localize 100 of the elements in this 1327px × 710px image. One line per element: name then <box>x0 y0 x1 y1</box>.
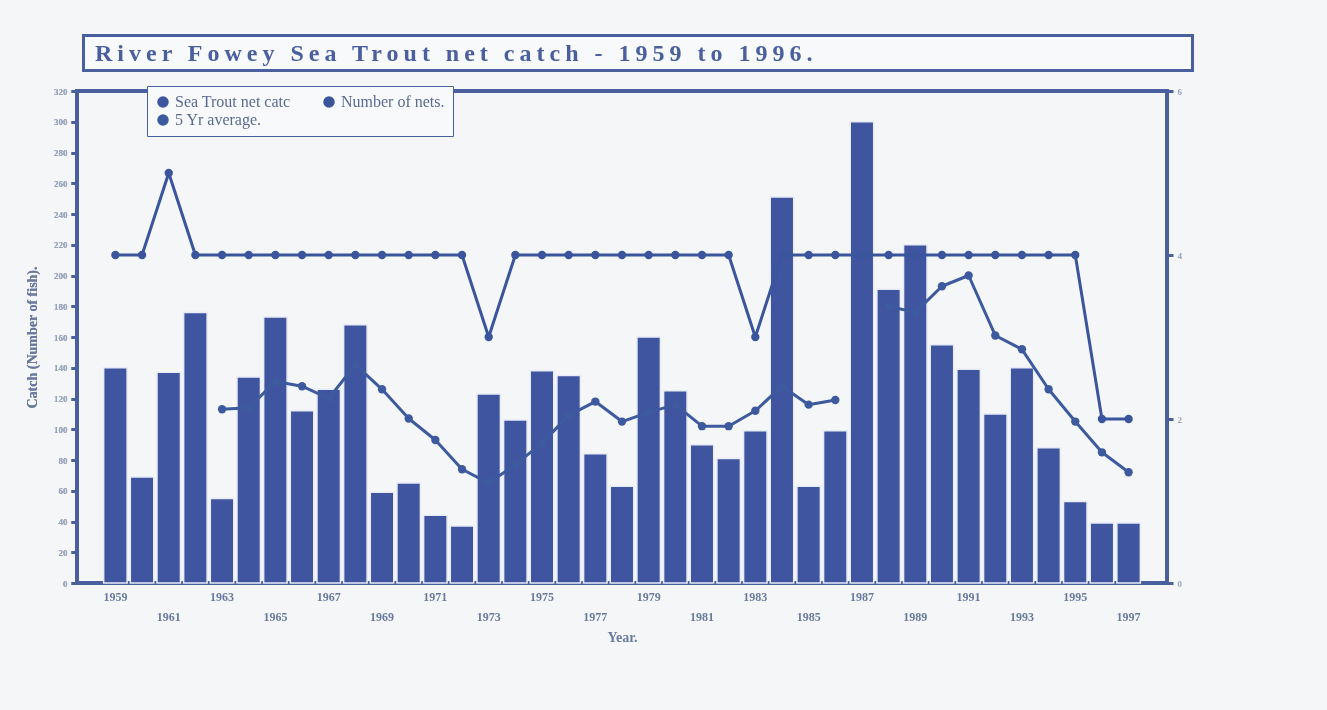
x-tick-label: 1971 <box>423 589 448 604</box>
point <box>591 397 600 406</box>
point <box>111 250 120 260</box>
point <box>937 282 947 291</box>
y-tick-label: 160 <box>54 332 68 343</box>
x-tick-label: 1963 <box>210 589 235 604</box>
x-tick-label: 1959 <box>103 589 128 604</box>
point <box>1017 345 1027 354</box>
point <box>617 250 627 260</box>
point <box>431 435 440 445</box>
point <box>831 250 840 260</box>
x-axis-title: Year. <box>607 629 638 645</box>
point <box>164 168 173 178</box>
point <box>1071 250 1080 260</box>
point <box>751 332 760 342</box>
x-tick-label: 1973 <box>476 609 501 624</box>
x-tick-label: 1961 <box>156 609 181 624</box>
point <box>564 250 573 260</box>
point <box>297 250 307 260</box>
y-tick-label: 300 <box>54 117 68 128</box>
y-tick-label: 280 <box>54 148 68 158</box>
x-tick-label: 1991 <box>956 589 981 604</box>
point <box>244 250 253 260</box>
x-tick-label: 1967 <box>316 589 341 604</box>
point <box>217 405 227 414</box>
point <box>484 332 493 342</box>
point <box>404 250 413 260</box>
point <box>884 250 893 260</box>
x-tick-label: 1993 <box>1009 609 1034 624</box>
x-tick-label: 1983 <box>743 589 768 604</box>
point <box>617 417 627 426</box>
y-tick-label: 320 <box>54 86 68 97</box>
point <box>377 250 387 260</box>
point <box>1071 417 1080 426</box>
point <box>804 250 813 260</box>
point <box>831 395 840 405</box>
y-tick-label: 120 <box>54 394 68 404</box>
point <box>1097 414 1107 424</box>
point <box>991 331 1000 340</box>
legend-label: 5 Yr average. <box>175 111 262 129</box>
y-tick-label: 220 <box>54 240 68 251</box>
point <box>137 250 147 260</box>
point <box>1044 385 1053 394</box>
y2-tick-label: 4 <box>1177 250 1183 261</box>
y-tick-label: 0 <box>63 578 68 589</box>
point <box>697 250 707 260</box>
point <box>377 385 387 394</box>
legend-label: Number of nets. <box>341 93 445 110</box>
x-tick-label: 1987 <box>849 589 874 604</box>
point <box>1124 468 1133 477</box>
point <box>671 250 680 260</box>
x-tick-label: 1965 <box>263 609 288 624</box>
y-tick-label: 20 <box>58 547 68 558</box>
point <box>591 250 600 260</box>
chart-title: River Fowey Sea Trout net catch - 1959 to 1996. <box>82 34 1194 72</box>
point <box>1097 448 1107 457</box>
y-tick-label: 180 <box>54 301 68 312</box>
point <box>644 250 653 260</box>
point <box>431 250 440 260</box>
x-tick-label: 1995 <box>1063 589 1088 604</box>
point <box>297 382 307 391</box>
x-tick-label: 1985 <box>796 609 821 624</box>
point <box>697 422 707 431</box>
point <box>751 406 760 415</box>
y-axis-title: Catch (Number of fish). <box>25 266 41 409</box>
y-tick-label: 200 <box>54 271 68 281</box>
x-tick-label: 1989 <box>903 609 928 624</box>
point <box>404 414 413 423</box>
legend-label: Sea Trout net catc <box>175 93 291 110</box>
y-tick-label: 100 <box>54 424 68 435</box>
y-tick-label: 60 <box>58 486 68 497</box>
point <box>804 400 813 409</box>
y-tick-label: 240 <box>54 209 68 220</box>
point <box>724 422 733 431</box>
point <box>457 465 467 474</box>
y2-tick-label: 6 <box>1177 86 1183 97</box>
point <box>537 250 547 260</box>
y-tick-label: 80 <box>58 455 68 466</box>
point <box>1017 250 1027 260</box>
point <box>217 250 227 260</box>
point <box>191 250 200 260</box>
point <box>937 250 947 260</box>
point <box>964 271 973 280</box>
point <box>457 250 467 260</box>
x-tick-label: 1979 <box>636 589 661 604</box>
x-tick-label: 1981 <box>689 609 714 624</box>
point <box>1124 414 1133 424</box>
point <box>964 250 973 260</box>
y-tick-label: 260 <box>54 178 68 189</box>
point <box>271 250 280 260</box>
y2-tick-label: 0 <box>1177 578 1183 589</box>
y-tick-label: 40 <box>58 517 68 527</box>
x-tick-label: 1969 <box>370 609 395 624</box>
point <box>351 250 360 260</box>
point <box>1044 250 1053 260</box>
point <box>991 250 1000 260</box>
point <box>324 250 333 260</box>
x-tick-label: 1997 <box>1116 609 1141 624</box>
y2-tick-label: 2 <box>1177 414 1183 425</box>
x-tick-label: 1975 <box>530 589 555 604</box>
